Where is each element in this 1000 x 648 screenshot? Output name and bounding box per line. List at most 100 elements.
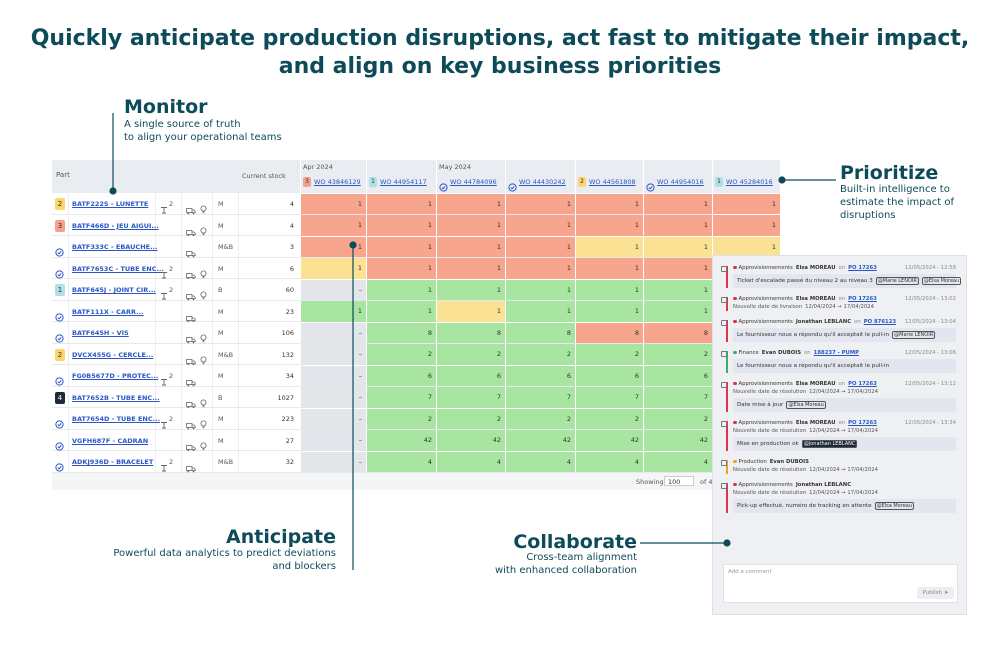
headline: Quickly anticipate production disruption…: [30, 26, 970, 51]
wo-badge: 1: [369, 177, 377, 187]
change-dates: 12/04/2024 → 17/04/2024: [809, 467, 878, 473]
team: Production: [738, 459, 767, 465]
ref-link[interactable]: PO 17263: [848, 265, 877, 271]
entry-bar: [726, 460, 728, 474]
work-order-link[interactable]: WO 44784096: [450, 178, 497, 186]
forecast-cell: 1: [367, 215, 436, 236]
cell-separator: [155, 322, 156, 344]
team-dot: [733, 381, 737, 385]
cell-separator: [212, 279, 213, 301]
part-link[interactable]: BATF111X - CARR...: [72, 307, 144, 316]
team: Approvisionnements: [738, 381, 793, 387]
truck-icon: [186, 372, 196, 391]
part-check: [55, 457, 64, 476]
mention-tag: @Elsa Moreau: [786, 401, 826, 409]
ref-link[interactable]: 188237 - PUMP: [813, 350, 860, 356]
ref-link[interactable]: PO 17263: [848, 381, 877, 387]
cell-separator: [212, 257, 213, 279]
part-link[interactable]: FG0B5677D - PROTEC...: [72, 372, 159, 380]
part-link[interactable]: BATF645J - JOINT CIR...: [72, 286, 156, 294]
ref-link[interactable]: PO 17263: [848, 420, 877, 426]
forecast-cell: 2: [506, 408, 575, 429]
part-link[interactable]: BAT7652B - TUBE ENC...: [72, 393, 160, 402]
page-size-select[interactable]: 100: [664, 475, 694, 486]
forecast-cell: 1: [367, 279, 436, 300]
entry-header: Finance Evan DUBOIS on 188237 - PUMP 12/05/2…: [733, 349, 966, 357]
forecast-cell: 4: [437, 451, 505, 472]
cell-separator: [181, 429, 182, 451]
part-link[interactable]: BATF466D - JEU AIGUI...: [72, 221, 159, 230]
comment-box: Le fournisseur nous a répondu qu'il acce…: [733, 328, 956, 342]
bulb-icon: [200, 285, 207, 304]
forecast-cell: 1: [437, 301, 505, 322]
forecast-cell: –: [301, 451, 366, 472]
current-stock: 4: [289, 221, 294, 230]
cell-separator: [68, 214, 69, 236]
cell-separator: [181, 365, 182, 387]
cell-separator: [155, 279, 156, 301]
forecast-cell: 1: [576, 193, 643, 214]
cell-separator: [155, 236, 156, 258]
work-order-link[interactable]: WO 44430242: [519, 178, 566, 186]
comment-text: Le fournisseur nous a répondu qu'il acce…: [737, 363, 890, 369]
cell-separator: [68, 429, 69, 451]
column-header: Part: [56, 171, 70, 179]
part-link[interactable]: BATF7653C - TUBE ENC...: [72, 264, 164, 273]
forecast-cell: 1: [644, 301, 712, 322]
on-word: on: [838, 420, 846, 426]
part-type: B: [218, 286, 223, 294]
cell-separator: [68, 257, 69, 279]
cell-separator: [68, 343, 69, 365]
ref-link[interactable]: PO 876123: [863, 319, 897, 325]
part-type: B: [218, 393, 223, 402]
part-link[interactable]: BATF333C - EBAUCHE...: [72, 243, 158, 251]
forecast-cell: 2: [506, 344, 575, 365]
work-order-link[interactable]: WO 44954117: [380, 178, 427, 186]
cell-separator: [212, 214, 213, 236]
current-stock: 27: [285, 436, 294, 445]
cell-separator: [238, 343, 239, 365]
work-order-link[interactable]: WO 44954016: [657, 178, 704, 186]
team-dot: [733, 482, 737, 486]
ref-link[interactable]: PO 17263: [848, 296, 877, 302]
part-link[interactable]: BATF222S - LUNETTE: [72, 200, 149, 208]
people-count: 2: [169, 286, 174, 294]
cell-separator: [155, 365, 156, 387]
team-dot: [733, 459, 737, 463]
user: Jonathan LEBLANC: [795, 319, 852, 325]
publish-button[interactable]: Publish ➤: [917, 587, 954, 599]
mention-tag: @Elsa Moreau: [921, 277, 962, 285]
entry-header: Approvisionnements Elsa MOREAU on PO 17263 1…: [733, 264, 966, 272]
team: Approvisionnements: [738, 420, 793, 426]
people-count: 2: [169, 264, 174, 273]
entry-icon: [721, 266, 727, 272]
truck-icon: [186, 394, 196, 413]
forecast-cell: –: [301, 365, 366, 386]
callout-text: estimate the impact of: [840, 197, 955, 208]
work-order-link[interactable]: WO 44561808: [589, 178, 636, 186]
part-link[interactable]: BAT7654D - TUBE ENC...: [72, 415, 161, 423]
truck-icon: [186, 222, 196, 241]
publish-label: Publish: [922, 590, 943, 596]
user: Evan DUBOIS: [769, 459, 809, 465]
comment-text: Mise en production ok: [737, 441, 799, 447]
comments-panel: Approvisionnements Elsa MOREAU on PO 17263 1…: [712, 255, 967, 615]
part-link[interactable]: ADKJ936D - BRACELET: [72, 458, 154, 466]
forecast-cell: 7: [367, 387, 436, 408]
truck-icon: [186, 286, 196, 305]
user: Elsa MOREAU: [795, 420, 836, 426]
forecast-cell: 8: [367, 322, 436, 343]
callout-title: Collaborate: [513, 531, 637, 553]
part-link[interactable]: BATF645H - VIS: [72, 329, 129, 337]
comment-box: Ticket d'escalade passé du niveau 2 au n…: [733, 274, 962, 288]
part-link[interactable]: VGFH687F - CADRAN: [72, 436, 149, 445]
forecast-cell: 1: [437, 236, 505, 257]
people-icon: [160, 414, 168, 433]
work-order-link[interactable]: WO 45284016: [726, 178, 773, 186]
part-link[interactable]: DVCX455G - CERCLE...: [72, 350, 154, 359]
forecast-cell: 1: [644, 215, 712, 236]
work-order-link[interactable]: WO 43846129: [314, 178, 361, 186]
comment-input[interactable]: Add a comment Publish ➤: [723, 564, 958, 603]
part-check: [55, 371, 64, 390]
